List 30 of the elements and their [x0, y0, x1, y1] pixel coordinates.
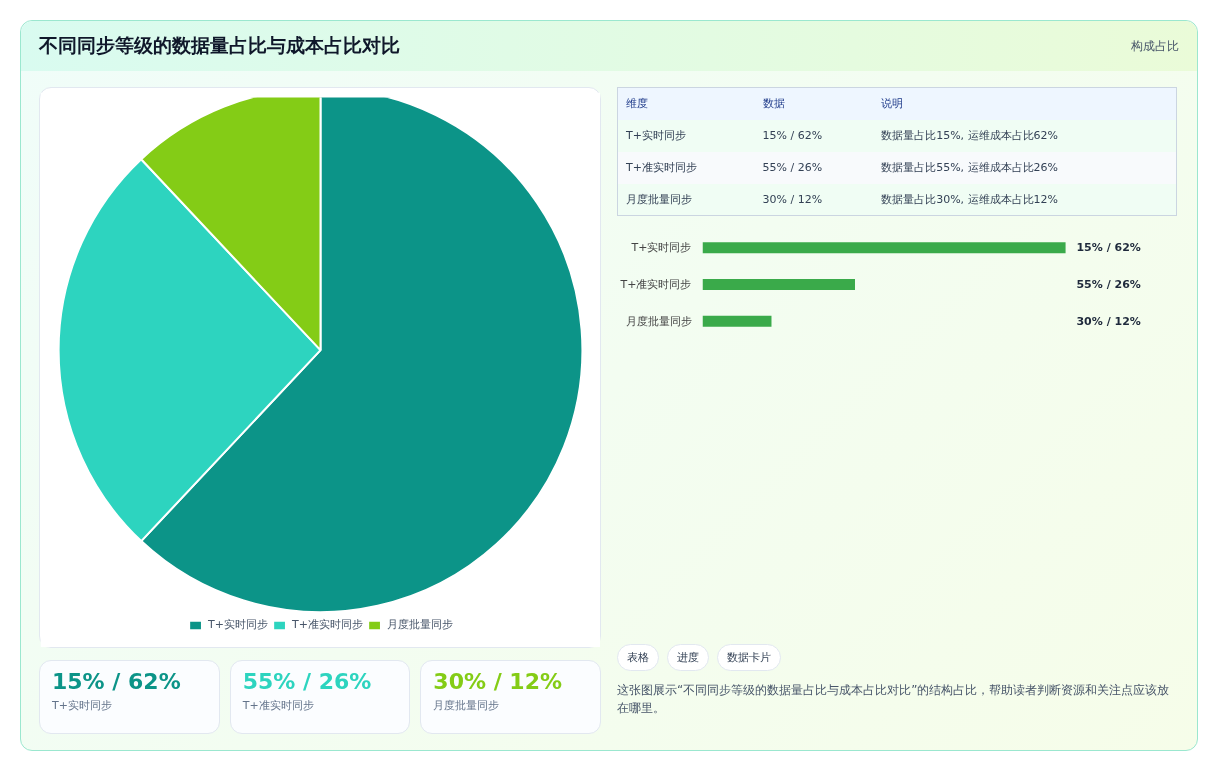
text: 15% / 62%: [52, 669, 182, 694]
text: 数据卡片: [717, 644, 781, 671]
y-tick-label: T+实时同步: [630, 241, 692, 255]
text: 构成占比: [1131, 37, 1179, 55]
text: 55% / 26%: [1076, 278, 1141, 291]
text: 30% / 12%: [1076, 314, 1141, 328]
text: 月度批量同步: [433, 698, 501, 713]
text: 说明: [880, 96, 905, 113]
text: 数据量占比55%, 运维成本占比26%: [880, 160, 1060, 176]
legend-label: T+实时同步: [208, 617, 268, 632]
legend-label: T+准实时同步: [292, 617, 363, 632]
text: 进度: [667, 644, 709, 671]
text: T+实时同步: [52, 698, 113, 713]
text: 30% / 12%: [433, 669, 563, 694]
text: 15% / 62%: [1076, 241, 1141, 255]
text: 15% / 62%: [761, 128, 824, 144]
text: 不同同步等级的数据量占比与成本占比对比: [39, 33, 400, 58]
text: 表格: [617, 644, 659, 671]
text: 维度: [625, 96, 649, 113]
y-tick-label: 月度批量同步: [625, 314, 692, 328]
text: 55% / 26%: [242, 669, 373, 694]
text: 这张图展示“不同同步等级的数据量占比与成本占比对比”的结构占比，帮助读者判断资源和关注点应该放在哪里。: [617, 682, 1171, 717]
text: 数据量占比30%, 运维成本占比12%: [880, 191, 1060, 208]
legend-label: 月度批量同步: [386, 617, 453, 632]
text: 30% / 12%: [761, 191, 824, 208]
text: 数据: [761, 96, 786, 113]
text: 55% / 26%: [761, 160, 824, 176]
text: 数据量占比15%, 运维成本占比62%: [880, 128, 1060, 144]
text: T+准实时同步: [242, 698, 315, 713]
y-tick-label: T+准实时同步: [619, 278, 692, 291]
